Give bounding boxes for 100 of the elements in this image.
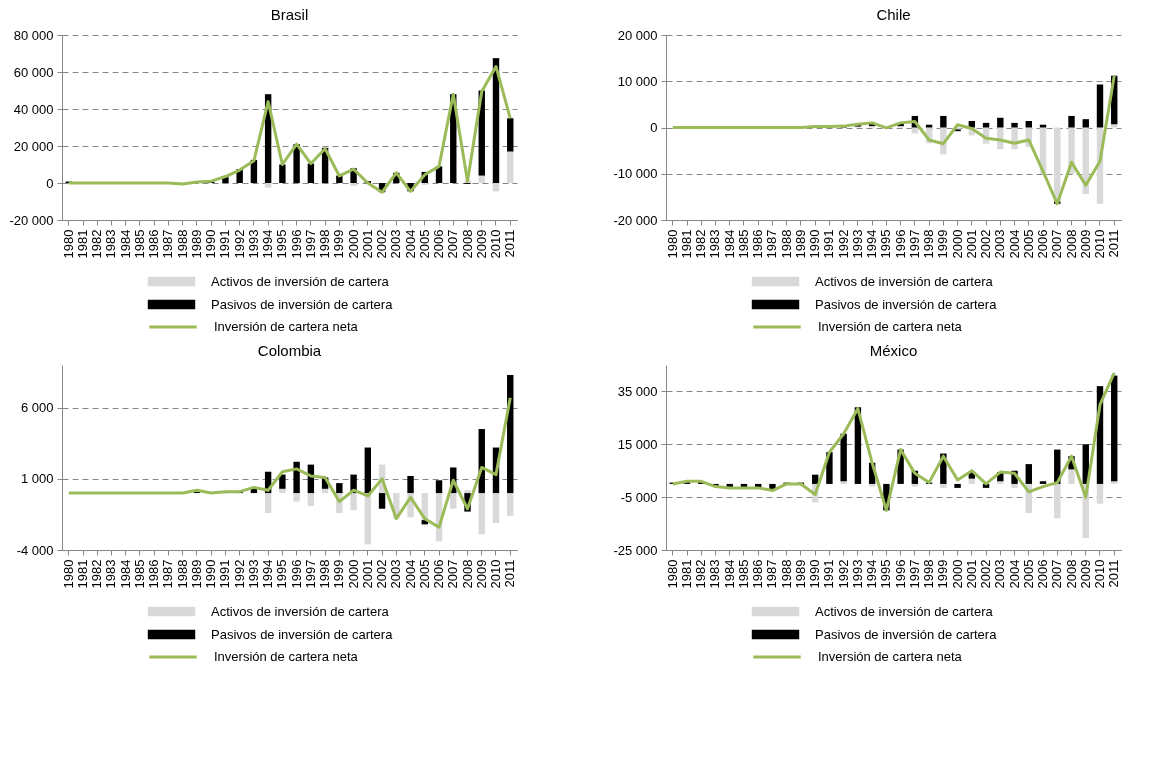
x-tick-label: 1984 [721,559,737,589]
x-tick-label: 1981 [679,229,695,259]
x-tick-label: 1995 [274,229,290,259]
x-tick-label: 2001 [359,229,375,259]
x-tick-label: 1999 [935,559,951,589]
x-tick-label: 2004 [1006,559,1022,589]
x-tick-label: 2009 [473,229,489,259]
y-tick-label: 40 000 [13,101,54,117]
x-tick-label: 2010 [1091,559,1107,589]
x-tick-label: 1980 [60,559,76,589]
x-tick-label: 2000 [345,559,361,589]
x-tick-label: 2005 [416,229,432,259]
x-tick-label: 2007 [1049,559,1065,589]
x-tick-label: 2006 [1035,229,1051,259]
x-tick-label: 2001 [359,559,375,589]
x-tick-label: 1998 [921,229,937,259]
x-tick-label: 1983 [707,559,723,589]
x-tick-label: 2009 [1077,229,1093,259]
x-tick-label: 2009 [473,559,489,589]
x-tick-label: 1994 [864,229,880,259]
x-tick-label: 1998 [921,559,937,589]
x-tick-label: 1991 [217,559,233,589]
x-tick-label: 1982 [89,229,105,259]
x-tick-label: 1996 [288,559,304,589]
legend-label: Activos de inversión de cartera [211,603,390,619]
x-tick-label: 1984 [117,559,133,589]
x-tick-label: 1994 [864,559,880,589]
y-tick-label: 80 000 [13,27,54,43]
x-tick-label: 1991 [821,559,837,589]
x-tick-label: 2006 [1035,559,1051,589]
x-tick-label: 1991 [217,229,233,259]
x-tick-label: 1984 [721,229,737,259]
y-tick-label: 0 [650,120,658,135]
x-tick-label: 1985 [735,559,751,589]
x-tick-label: 2007 [445,559,461,589]
x-tick-label: 1993 [245,229,261,259]
x-tick-label: 1989 [792,559,808,589]
x-tick-label: 1990 [203,229,219,259]
chart-title: Chile [876,6,911,23]
x-tick-label: 1982 [693,229,709,259]
legend-label: Pasivos de inversión de cartera [815,296,998,312]
y-tick-label: 20 000 [617,27,658,43]
x-tick-label: 1989 [188,229,204,259]
x-tick-label: 1987 [160,229,176,259]
x-tick-label: 1992 [231,229,247,259]
x-tick-label: 2005 [416,559,432,589]
x-tick-label: 1990 [807,559,823,589]
x-tick-label: 2005 [1020,229,1036,259]
x-tick-label: 1980 [664,229,680,259]
x-tick-label: 1981 [75,559,91,589]
y-tick-label: -20 000 [9,212,54,228]
x-tick-label: 1999 [331,559,347,589]
x-tick-label: 1999 [935,229,951,259]
y-tick-label: -10 000 [613,166,658,182]
x-tick-label: 1998 [317,229,333,259]
y-tick-label: 1 000 [20,471,54,487]
x-tick-label: 1984 [117,229,133,259]
x-tick-label: 2001 [963,229,979,259]
legend-label: Pasivos de inversión de cartera [211,626,394,642]
x-tick-label: 2003 [388,559,404,589]
x-tick-label: 1995 [274,559,290,589]
x-tick-label: 1988 [174,559,190,589]
legend-label: Pasivos de inversión de cartera [815,626,998,642]
y-tick-label: 20 000 [13,138,54,154]
x-tick-label: 1983 [103,229,119,259]
y-tick-label: 15 000 [617,436,658,452]
x-tick-label: 1993 [245,559,261,589]
x-tick-label: 1987 [160,559,176,589]
x-tick-label: 2000 [949,229,965,259]
x-tick-label: 2008 [459,229,475,259]
x-tick-label: 2002 [978,559,994,589]
x-tick-label: 1981 [679,559,695,589]
x-tick-label: 2008 [459,559,475,589]
x-tick-label: 2011 [1106,229,1122,258]
y-tick-label: -25 000 [613,542,658,558]
y-tick-label: 35 000 [617,383,658,399]
x-tick-label: 1997 [302,229,318,259]
y-tick-label: -5 000 [620,489,658,505]
legend-label: Inversión de cartera neta [214,649,359,664]
legend-label: Pasivos de inversión de cartera [211,296,394,312]
x-tick-label: 1998 [317,559,333,589]
x-tick-label: 1981 [75,229,91,259]
legend-label: Inversión de cartera neta [818,649,963,664]
x-tick-label: 2011 [502,229,518,258]
x-tick-label: 2011 [502,559,518,588]
x-tick-label: 1994 [260,229,276,259]
x-tick-label: 1980 [664,559,680,589]
x-tick-label: 1982 [693,559,709,589]
x-tick-label: 2005 [1020,559,1036,589]
x-tick-label: 2001 [963,559,979,589]
x-tick-label: 1994 [260,559,276,589]
x-tick-label: 1996 [892,559,908,589]
y-tick-label: 60 000 [13,64,54,80]
x-tick-label: 1996 [892,229,908,259]
x-tick-label: 2006 [431,229,447,259]
chart-title: México [869,342,918,359]
x-tick-label: 1983 [103,559,119,589]
legend-label: Activos de inversión de cartera [815,603,994,619]
legend-label: Activos de inversión de cartera [211,273,390,289]
x-tick-label: 1993 [849,559,865,589]
